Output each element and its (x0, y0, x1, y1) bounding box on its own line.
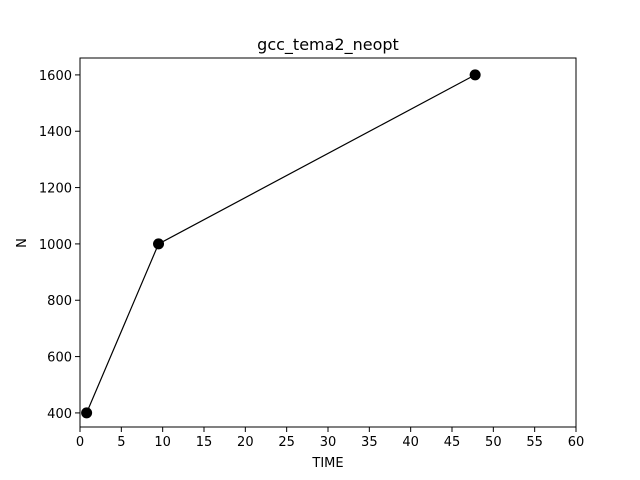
y-tick-label: 600 (47, 351, 72, 366)
series-line (86, 74, 476, 414)
data-point (153, 238, 165, 250)
y-tick-label: 1200 (39, 182, 72, 197)
x-tick-label: 50 (485, 435, 502, 450)
data-point (81, 407, 93, 419)
y-tick-label: 800 (47, 294, 72, 309)
x-tick-label: 55 (526, 435, 543, 450)
x-tick-label: 45 (444, 435, 461, 450)
x-tick-label: 5 (117, 435, 125, 450)
chart-title: gcc_tema2_neopt (257, 35, 399, 55)
x-tick-label: 60 (568, 435, 585, 450)
x-tick-label: 25 (278, 435, 295, 450)
x-tick-label: 35 (361, 435, 378, 450)
y-tick-label: 1000 (39, 238, 72, 253)
x-tick-label: 20 (237, 435, 254, 450)
x-tick-label: 40 (402, 435, 419, 450)
x-tick-label: 0 (76, 435, 84, 450)
x-tick-label: 30 (320, 435, 337, 450)
y-tick-label: 400 (47, 407, 72, 422)
x-axis-label: TIME (311, 456, 343, 471)
x-tick-label: 10 (154, 435, 171, 450)
y-axis: 400 600 800 1000 1200 1400 1600 (39, 69, 80, 422)
series-layer (81, 69, 481, 419)
x-tick-label: 15 (196, 435, 213, 450)
y-axis-label: N (15, 238, 30, 248)
y-tick-label: 1400 (39, 125, 72, 140)
y-tick-label: 1600 (39, 69, 72, 84)
x-axis: 0 5 10 15 20 25 30 35 40 45 50 55 60 (76, 427, 584, 450)
data-point (469, 69, 481, 81)
